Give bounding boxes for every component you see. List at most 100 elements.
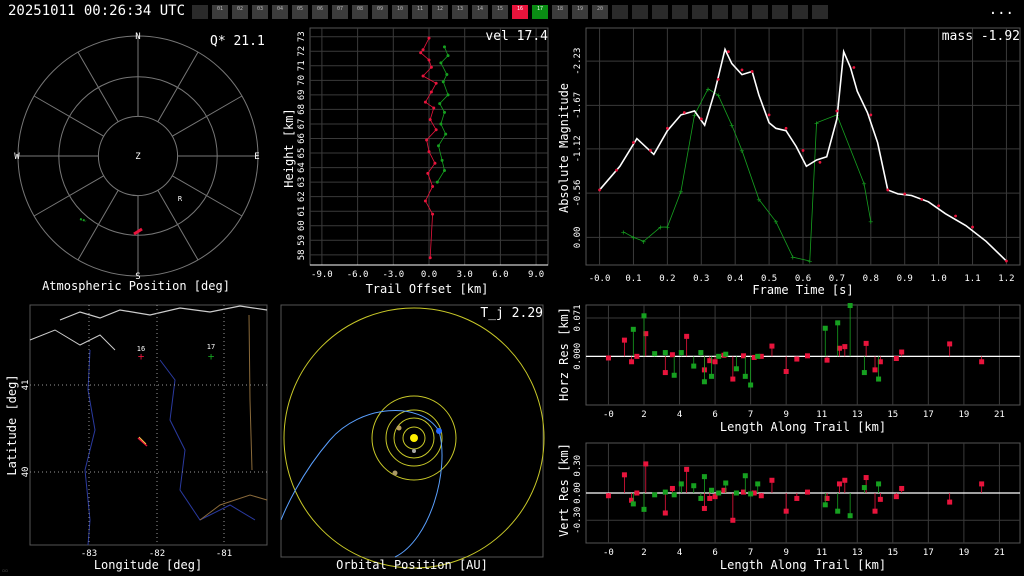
camera-status-strip: 01 02 03 04 05 06 07 08 09 10 11 12 13 14 15 16 17 18 19 20 bbox=[192, 5, 828, 19]
mag-point-16 bbox=[886, 188, 890, 192]
camera-slot-28[interactable] bbox=[752, 5, 768, 19]
camera-slot-22[interactable] bbox=[632, 5, 648, 19]
camera-12[interactable]: 12 bbox=[432, 5, 448, 19]
height-point-16 bbox=[425, 138, 429, 142]
mag-xtick: 1.1 bbox=[964, 274, 980, 284]
height-point-16 bbox=[434, 81, 438, 85]
camera-slot-0[interactable] bbox=[192, 5, 208, 19]
vres-point-16 bbox=[877, 496, 883, 502]
camera-10[interactable]: 10 bbox=[392, 5, 408, 19]
compass-e: E bbox=[254, 152, 259, 162]
height-ytick: 63 bbox=[297, 177, 307, 188]
hres-point-16 bbox=[899, 349, 905, 355]
vres-xtick: 9 bbox=[783, 548, 788, 558]
compass-zenith: Z bbox=[135, 152, 141, 162]
camera-01[interactable]: 01 bbox=[212, 5, 228, 19]
hres-point-17 bbox=[709, 373, 715, 379]
camera-20[interactable]: 20 bbox=[592, 5, 608, 19]
hres-point-17 bbox=[835, 320, 841, 326]
camera-slot-21[interactable] bbox=[612, 5, 628, 19]
height-ytick: 60 bbox=[297, 220, 307, 231]
camera-03[interactable]: 03 bbox=[252, 5, 268, 19]
camera-06[interactable]: 06 bbox=[312, 5, 328, 19]
mercury bbox=[412, 449, 416, 453]
height-point-16 bbox=[427, 150, 431, 154]
camera-slot-25[interactable] bbox=[692, 5, 708, 19]
camera-slot-26[interactable] bbox=[712, 5, 728, 19]
camera-slot-30[interactable] bbox=[792, 5, 808, 19]
station-17-track bbox=[79, 218, 87, 222]
camera-09[interactable]: 09 bbox=[372, 5, 388, 19]
camera-slot-27[interactable] bbox=[732, 5, 748, 19]
mag-point-16 bbox=[920, 198, 924, 201]
hres-xtick: 9 bbox=[783, 410, 788, 420]
venus-orbit bbox=[393, 417, 435, 459]
map-ylabel: Latitude [deg] bbox=[5, 374, 19, 475]
camera-17[interactable]: 17 bbox=[532, 5, 548, 19]
atmospheric-position-plot: N E S W Z R Q* 21.1 Atmospheric Position… bbox=[14, 32, 265, 293]
camera-11[interactable]: 11 bbox=[412, 5, 428, 19]
vres-point-16 bbox=[758, 493, 764, 499]
height-ytick: 58 bbox=[297, 249, 307, 260]
hres-point-16 bbox=[979, 359, 985, 365]
camera-13[interactable]: 13 bbox=[452, 5, 468, 19]
menu-button[interactable]: ... bbox=[988, 2, 1014, 18]
hres-xtick: 6 bbox=[712, 410, 717, 420]
vres-point-17 bbox=[742, 473, 748, 479]
camera-slot-29[interactable] bbox=[772, 5, 788, 19]
hres-point-17 bbox=[678, 350, 684, 356]
height-point-17 bbox=[446, 54, 450, 58]
vres-xtick: 13 bbox=[852, 548, 863, 558]
vres-point-17 bbox=[678, 481, 684, 487]
camera-slot-24[interactable] bbox=[672, 5, 688, 19]
camera-slot-23[interactable] bbox=[652, 5, 668, 19]
compass-w: W bbox=[14, 152, 20, 162]
vres-point-17 bbox=[709, 487, 715, 493]
vres-point-17 bbox=[822, 502, 828, 508]
vres-point-16 bbox=[794, 495, 800, 501]
mag-point-16 bbox=[615, 168, 618, 172]
vres-ytick: 0.00 bbox=[573, 482, 583, 504]
vres-point-16 bbox=[751, 490, 757, 496]
vres-point-17 bbox=[701, 474, 707, 480]
vres-point-17 bbox=[861, 485, 867, 491]
ground-track-fit bbox=[138, 436, 147, 445]
camera-15[interactable]: 15 bbox=[492, 5, 508, 19]
camera-07[interactable]: 07 bbox=[332, 5, 348, 19]
mag-point-16 bbox=[954, 214, 957, 218]
vres-point-16 bbox=[721, 487, 727, 493]
vres-point-17 bbox=[698, 495, 704, 501]
hres-grid: -0 2 4 6 7 9 11 13 15 17 19 21 0.071 0.000 bbox=[573, 304, 1021, 420]
height-ytick: 73 bbox=[297, 31, 307, 42]
mag-point-16 bbox=[852, 66, 856, 69]
vres-xtick: 7 bbox=[748, 548, 753, 558]
azimuth-spoke-2 bbox=[157, 190, 199, 261]
azimuth-spoke-1 bbox=[172, 175, 243, 217]
mag-point-16 bbox=[740, 68, 744, 72]
mag-point-16 bbox=[818, 160, 822, 164]
height-point-16 bbox=[431, 184, 435, 188]
mag-xtick: 0.2 bbox=[659, 274, 675, 284]
camera-08[interactable]: 08 bbox=[352, 5, 368, 19]
camera-16[interactable]: 16 bbox=[512, 5, 528, 19]
mag-point-17: + bbox=[665, 223, 670, 232]
height-ytick: 69 bbox=[297, 89, 307, 100]
height-ytick: 64 bbox=[297, 162, 307, 173]
camera-slot-31[interactable] bbox=[812, 5, 828, 19]
hres-point-17 bbox=[701, 379, 707, 385]
mag-ytick: -0.56 bbox=[573, 180, 583, 207]
camera-19[interactable]: 19 bbox=[572, 5, 588, 19]
camera-02[interactable]: 02 bbox=[232, 5, 248, 19]
camera-04[interactable]: 04 bbox=[272, 5, 288, 19]
jupiter-orbit bbox=[283, 307, 545, 569]
horizontal-residuals-plot: -0 2 4 6 7 9 11 13 15 17 19 21 0.071 0.000 Length Alo… bbox=[557, 303, 1021, 434]
earth-orbit bbox=[385, 409, 443, 467]
mag-point-17: + bbox=[862, 180, 867, 189]
mag-xtick: 0.1 bbox=[625, 274, 641, 284]
camera-14[interactable]: 14 bbox=[472, 5, 488, 19]
camera-18[interactable]: 18 bbox=[552, 5, 568, 19]
height-xtick: -3.0 bbox=[382, 270, 404, 280]
hres-point-16 bbox=[712, 359, 718, 365]
hres-point-16 bbox=[863, 340, 869, 346]
camera-05[interactable]: 05 bbox=[292, 5, 308, 19]
